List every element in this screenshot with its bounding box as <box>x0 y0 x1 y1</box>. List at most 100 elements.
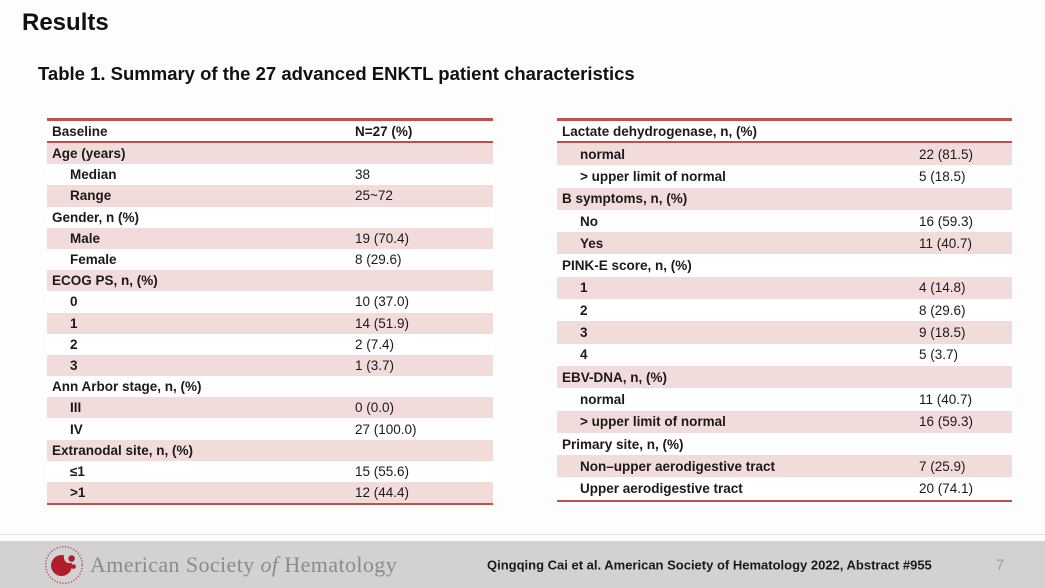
table-row: III 0 (0.0) <box>47 397 493 419</box>
row-label: 3 <box>70 357 78 373</box>
row-label: III <box>70 400 82 416</box>
table-row: Ann Arbor stage, n, (%) <box>47 376 493 397</box>
row-value: 19 (70.4) <box>355 230 410 246</box>
row-label: Baseline <box>52 123 108 139</box>
table-row: 4 5 (3.7) <box>557 344 1012 366</box>
row-label: EBV-DNA, n, (%) <box>562 369 668 385</box>
clinical-characteristics-table: Lactate dehydrogenase, n, (%) normal 22 (8… <box>557 118 1012 502</box>
row-label: Yes <box>580 235 604 251</box>
org-name-pre: American Society <box>90 551 261 577</box>
row-value: 16 (59.3) <box>919 213 974 229</box>
row-label: 2 <box>70 336 78 352</box>
row-value: 1 (3.7) <box>355 357 395 373</box>
row-label: Gender, n (%) <box>52 209 140 225</box>
table-row: Baseline N=27 (%) <box>47 121 493 143</box>
table-caption: Table 1. Summary of the 27 advanced ENKT… <box>38 63 635 84</box>
table-row: IV 27 (100.0) <box>47 418 493 439</box>
table-row: 2 2 (7.4) <box>47 334 493 355</box>
slide-edge-divider <box>0 534 1045 535</box>
row-label: Male <box>70 230 101 246</box>
page-title: Results <box>22 9 109 36</box>
row-label: No <box>580 213 598 229</box>
baseline-characteristics-table: Baseline N=27 (%) Age (years) Median 38 Range… <box>47 118 493 506</box>
table-row: >1 12 (44.4) <box>47 482 493 504</box>
table-row: > upper limit of normal 16 (59.3) <box>557 410 1012 433</box>
table-row: 3 1 (3.7) <box>47 354 493 377</box>
row-value: 0 (0.0) <box>355 400 395 416</box>
table-row: B symptoms, n, (%) <box>557 187 1012 210</box>
row-value: 25~72 <box>355 188 393 204</box>
table-row: 2 8 (29.6) <box>557 299 1012 321</box>
row-value: 5 (3.7) <box>919 347 959 363</box>
row-value: 5 (18.5) <box>919 168 966 184</box>
table-row: Yes 11 (40.7) <box>557 232 1012 255</box>
row-value: 8 (29.6) <box>355 252 402 268</box>
row-value: 20 (74.1) <box>919 481 974 497</box>
row-label: Non–upper aerodigestive tract <box>580 458 776 474</box>
table-row: Median 38 <box>47 164 493 185</box>
row-label: Primary site, n, (%) <box>562 436 684 452</box>
row-value: 27 (100.0) <box>355 421 417 437</box>
row-value: 7 (25.9) <box>919 458 966 474</box>
page-number: 7 <box>996 556 1005 573</box>
row-label: B symptoms, n, (%) <box>562 191 688 207</box>
row-value: 10 (37.0) <box>355 294 410 310</box>
row-value: 38 <box>355 167 371 183</box>
row-label: Median <box>70 167 117 183</box>
row-label: PINK-E score, n, (%) <box>562 258 692 274</box>
ash-logo-icon <box>44 545 84 585</box>
org-name-of: of <box>260 551 279 577</box>
row-label: Ann Arbor stage, n, (%) <box>52 379 202 395</box>
row-label: 2 <box>580 302 588 318</box>
row-label: IV <box>70 421 83 437</box>
row-value: 16 (59.3) <box>919 414 974 430</box>
row-label: Lactate dehydrogenase, n, (%) <box>562 123 758 139</box>
row-label: Upper aerodigestive tract <box>580 481 743 497</box>
row-value: N=27 (%) <box>355 123 413 139</box>
table-row: 3 9 (18.5) <box>557 321 1012 344</box>
row-label: 0 <box>70 294 78 310</box>
table-row: Male 19 (70.4) <box>47 227 493 249</box>
table-row: EBV-DNA, n, (%) <box>557 365 1012 389</box>
table-row: PINK-E score, n, (%) <box>557 254 1012 276</box>
table-row: > upper limit of normal 5 (18.5) <box>557 165 1012 187</box>
table-row: Lactate dehydrogenase, n, (%) <box>557 121 1012 143</box>
table-row: Age (years) <box>47 143 493 165</box>
row-label: > upper limit of normal <box>580 414 726 430</box>
row-value: 15 (55.6) <box>355 463 410 479</box>
row-value: 12 (44.4) <box>355 485 410 501</box>
row-value: 9 (18.5) <box>919 325 966 341</box>
table-row: Extranodal site, n, (%) <box>47 439 493 461</box>
row-label: 4 <box>580 347 588 363</box>
table-row: 0 10 (37.0) <box>47 291 493 312</box>
table-row: Upper aerodigestive tract 20 (74.1) <box>557 477 1012 499</box>
row-value: 2 (7.4) <box>355 336 395 352</box>
row-label: >1 <box>70 485 86 501</box>
row-value: 22 (81.5) <box>919 146 974 162</box>
table-row: Range 25~72 <box>47 185 493 207</box>
row-label: Range <box>70 188 112 204</box>
row-label: ≤1 <box>70 463 85 479</box>
table-row: Gender, n (%) <box>47 207 493 228</box>
row-value: 8 (29.6) <box>919 302 966 318</box>
footer-bar: American Society of Hematology Qingqing … <box>0 541 1045 588</box>
row-label: 3 <box>580 325 588 341</box>
org-name-post: Hematology <box>278 551 398 577</box>
row-label: Female <box>70 252 117 268</box>
row-label: Age (years) <box>52 146 126 162</box>
row-label: normal <box>580 146 626 162</box>
table-row: ECOG PS, n, (%) <box>47 270 493 292</box>
citation: Qingqing Cai et al. American Society of … <box>487 557 932 572</box>
table-row: ≤1 15 (55.6) <box>47 461 493 482</box>
row-label: ECOG PS, n, (%) <box>52 273 158 289</box>
table-row: normal 11 (40.7) <box>557 388 1012 410</box>
table-row: No 16 (59.3) <box>557 210 1012 232</box>
row-label: Extranodal site, n, (%) <box>52 442 194 458</box>
row-label: 1 <box>70 315 78 331</box>
row-value: 11 (40.7) <box>919 391 973 407</box>
row-label: > upper limit of normal <box>580 168 726 184</box>
row-value: 4 (14.8) <box>919 280 966 296</box>
row-value: 14 (51.9) <box>355 315 410 331</box>
table-row: 1 4 (14.8) <box>557 276 1012 300</box>
